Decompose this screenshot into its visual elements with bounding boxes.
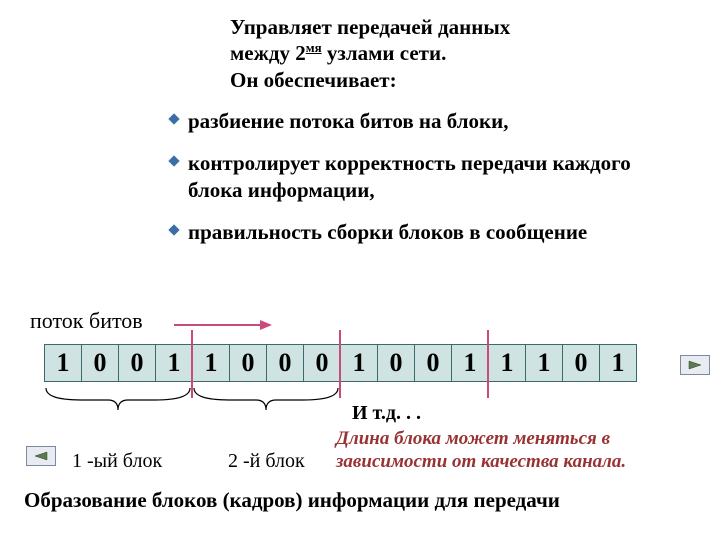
- arrow-right-icon: [687, 359, 703, 371]
- header-line1: Управляет передачей данных: [230, 15, 510, 39]
- bit-cell: 1: [525, 344, 563, 382]
- flow-arrow-icon: [174, 318, 274, 332]
- bit-cell: 0: [266, 344, 304, 382]
- bit-cell: 1: [44, 344, 82, 382]
- bit-cell: 0: [118, 344, 156, 382]
- bullet-list: разбиение потока битов на блоки, контрол…: [170, 108, 690, 261]
- etc-text: И т.д. . .: [352, 402, 421, 425]
- bullet-item: контролирует корректность передачи каждо…: [170, 150, 690, 203]
- bullet-text: контролирует корректность передачи каждо…: [188, 151, 631, 201]
- block-1-label: 1 -ый блок: [72, 450, 162, 473]
- bit-cell: 1: [599, 344, 637, 382]
- diamond-icon: [168, 224, 179, 235]
- bit-cell: 1: [192, 344, 230, 382]
- bit-cell: 0: [81, 344, 119, 382]
- bit-cell: 0: [377, 344, 415, 382]
- header-super: мя: [306, 40, 322, 55]
- bit-cell: 0: [229, 344, 267, 382]
- block-2-label: 2 -й блок: [228, 450, 305, 473]
- bit-cell: 0: [414, 344, 452, 382]
- prev-button[interactable]: [26, 446, 56, 466]
- block-divider: [487, 330, 489, 398]
- header-line2b: узлами сети.: [322, 41, 447, 65]
- bit-cell: 1: [155, 344, 193, 382]
- bit-cell: 1: [451, 344, 489, 382]
- bit-cell: 1: [488, 344, 526, 382]
- bottom-text: Образование блоков (кадров) информации д…: [24, 488, 560, 513]
- bullet-text: правильность сборки блоков в сообщение: [188, 220, 587, 244]
- note-text: Длина блока может меняться в зависимости…: [336, 428, 716, 474]
- header-line2a: между 2: [230, 41, 306, 65]
- stream-label: поток битов: [30, 308, 143, 334]
- next-button[interactable]: [680, 355, 710, 375]
- arrow-left-icon: [33, 450, 49, 462]
- bullet-text: разбиение потока битов на блоки,: [188, 109, 508, 133]
- bit-cell: 1: [340, 344, 378, 382]
- diamond-icon: [168, 113, 179, 124]
- header-line3: Он обеспечивает:: [230, 68, 397, 92]
- brace-1: [44, 386, 192, 423]
- bullet-item: правильность сборки блоков в сообщение: [170, 219, 690, 245]
- bit-cell: 0: [303, 344, 341, 382]
- diamond-icon: [168, 156, 179, 167]
- brace-2: [192, 386, 340, 423]
- bullet-item: разбиение потока битов на блоки,: [170, 108, 690, 134]
- bit-cell: 0: [562, 344, 600, 382]
- header-block: Управляет передачей данных между 2мя узл…: [230, 14, 510, 93]
